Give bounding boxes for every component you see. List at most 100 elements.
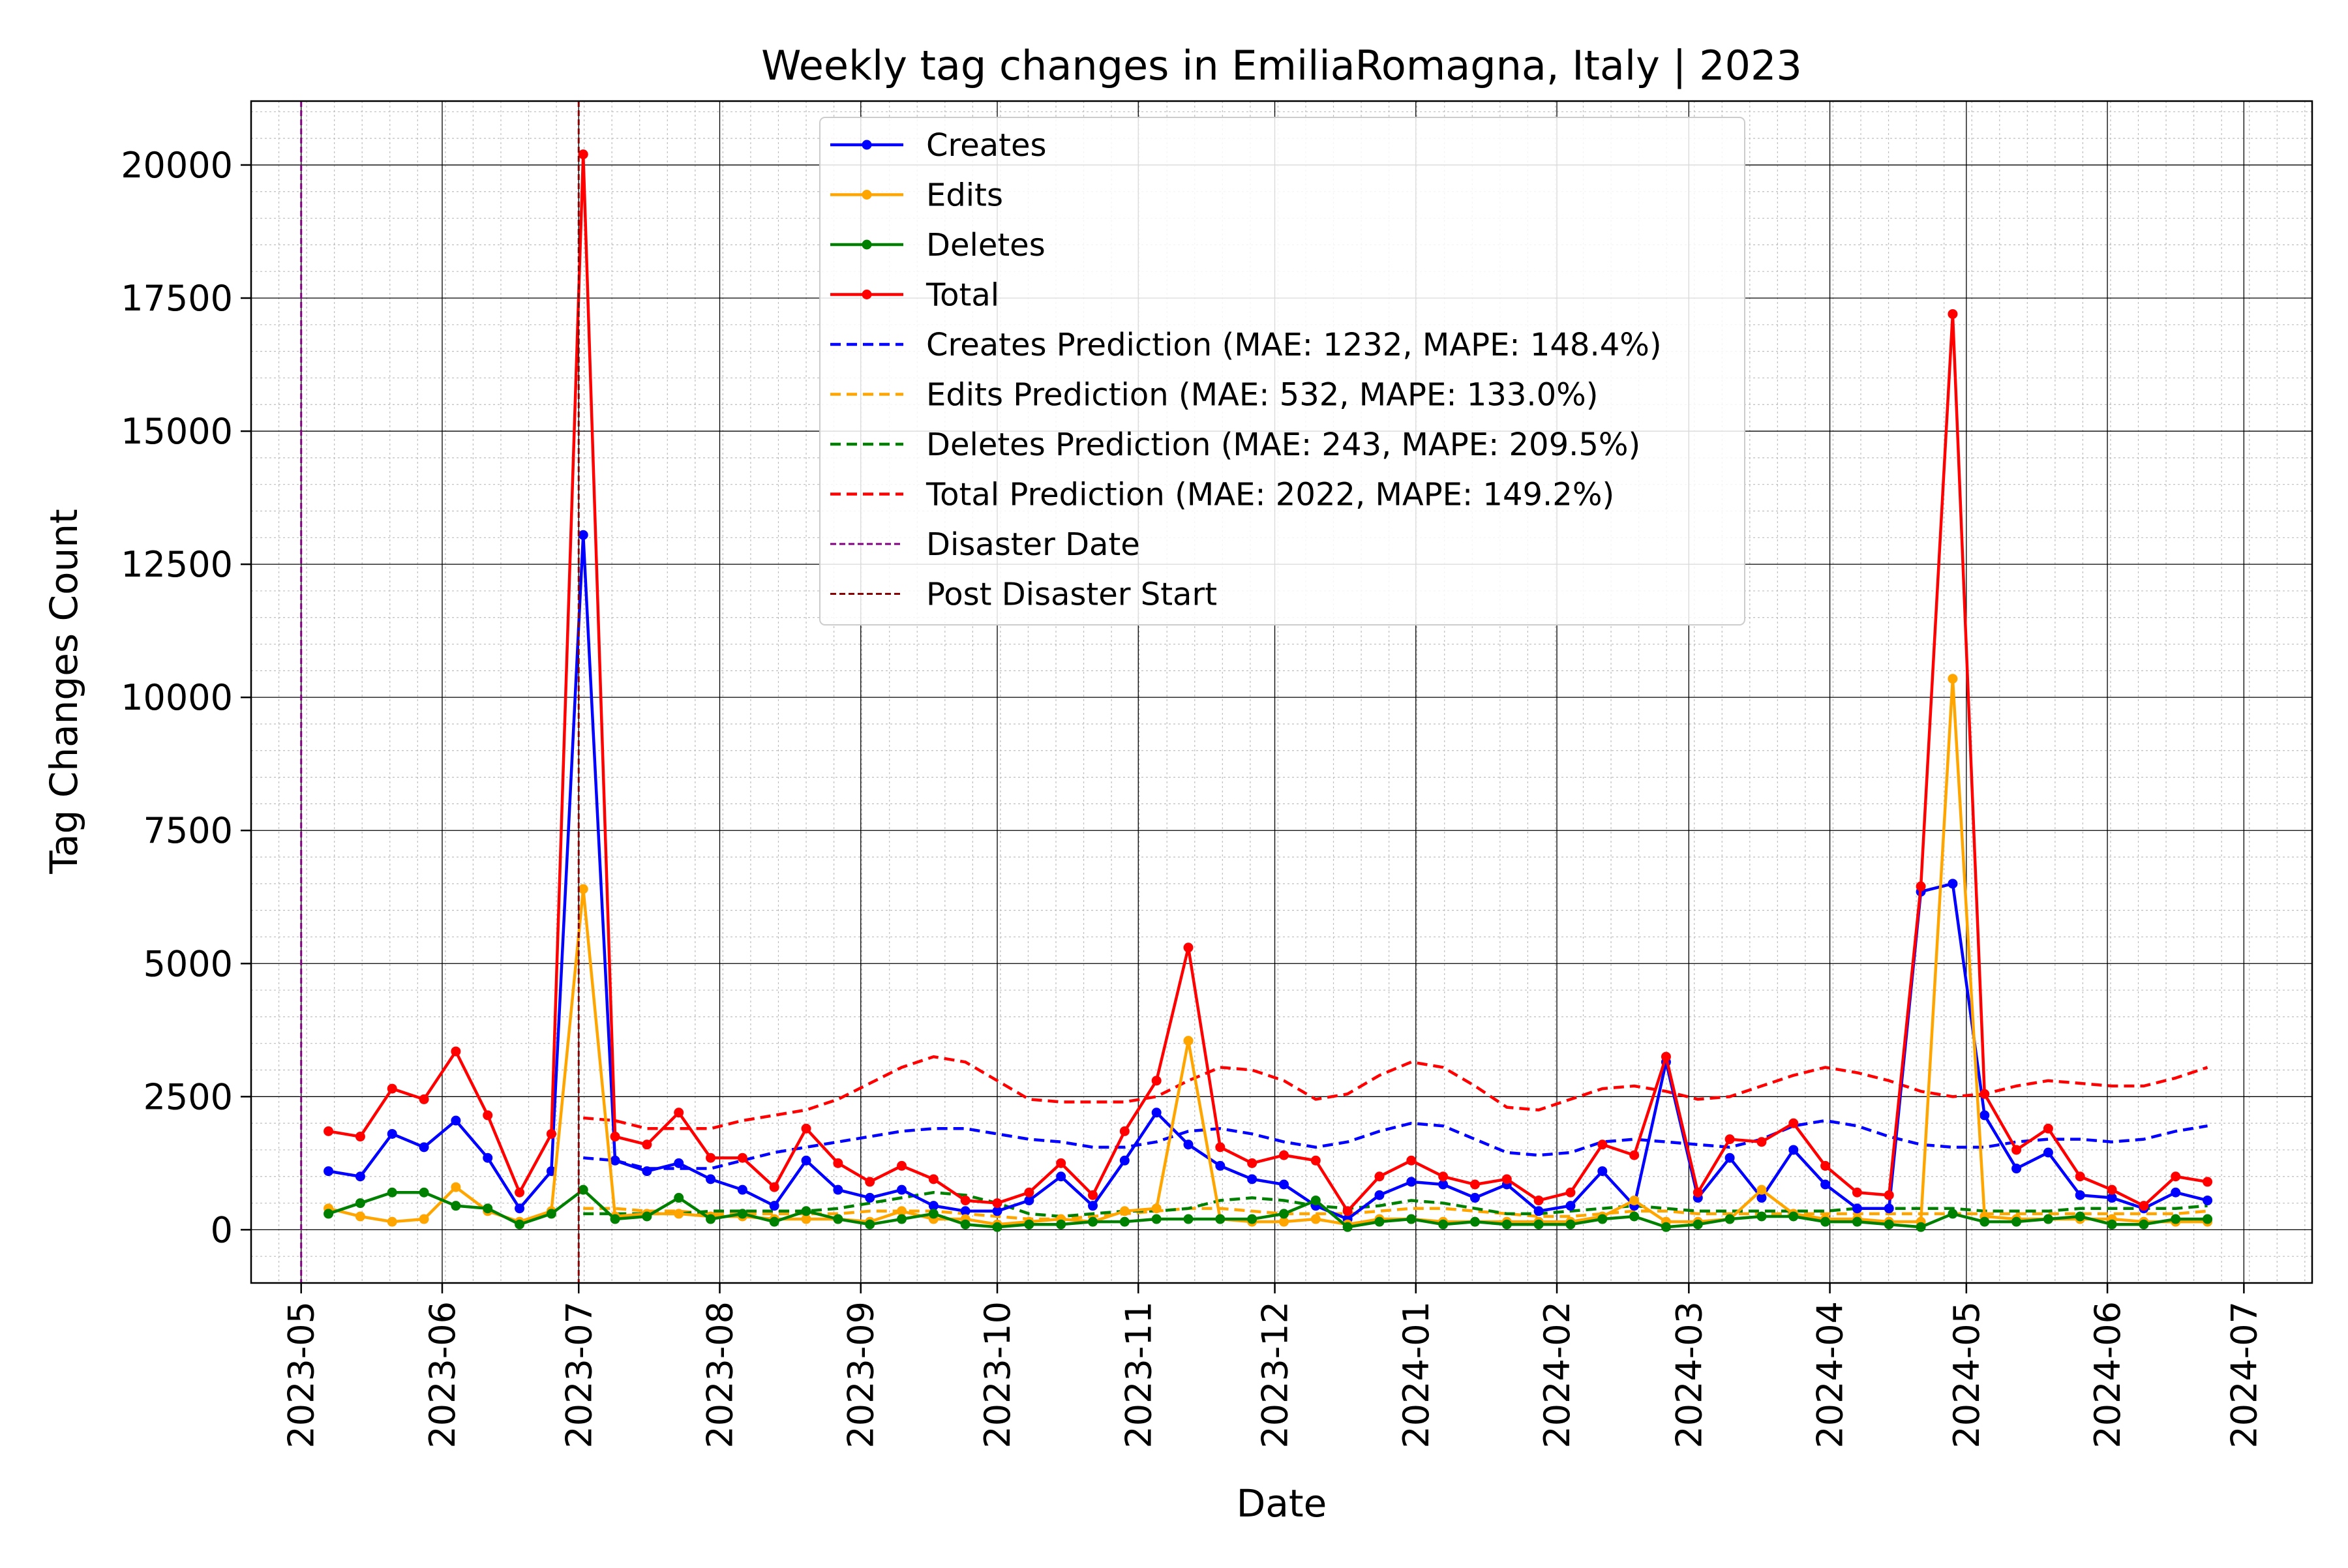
creates-point — [2043, 1147, 2053, 1158]
total-point — [1310, 1155, 1321, 1166]
deletes-point — [1151, 1214, 1162, 1224]
deletes-point — [1565, 1219, 1576, 1229]
edits-point — [1119, 1206, 1130, 1216]
total-point — [2075, 1171, 2085, 1182]
edits-point — [1756, 1184, 1767, 1195]
creates-point — [1597, 1166, 1608, 1177]
deletes-point — [1056, 1219, 1066, 1229]
total-point — [451, 1046, 461, 1057]
edits-point — [1310, 1214, 1321, 1224]
legend-box — [819, 117, 1745, 626]
legend-item: Total Prediction (MAE: 2022, MAPE: 149.2… — [830, 477, 1614, 513]
total-point — [865, 1177, 875, 1187]
x-tick-label: 2024-05 — [1946, 1301, 1987, 1449]
deletes-point — [1788, 1211, 1799, 1222]
total-point — [324, 1126, 334, 1136]
deletes-point — [1469, 1216, 1480, 1227]
legend-item: Edits — [830, 177, 1003, 214]
creates-point — [960, 1206, 971, 1216]
total-point — [960, 1195, 971, 1205]
edits-point — [1629, 1195, 1640, 1205]
x-axis-label: Date — [1237, 1481, 1327, 1526]
creates-point — [483, 1153, 493, 1163]
deletes-point — [1948, 1209, 1958, 1219]
total-point — [1916, 881, 1926, 892]
total-point — [2171, 1171, 2181, 1182]
legend-label: Deletes — [926, 227, 1046, 264]
total-point — [419, 1094, 429, 1104]
total-series — [324, 149, 2213, 1216]
deletes-point — [1374, 1216, 1385, 1227]
deletes-point — [1278, 1209, 1289, 1219]
total-point — [515, 1187, 525, 1198]
total-point — [1756, 1137, 1767, 1147]
total-point — [801, 1123, 811, 1134]
creates-point — [1215, 1160, 1226, 1171]
total-point — [1565, 1187, 1576, 1198]
edits-point — [674, 1209, 684, 1219]
edits-prediction-series — [583, 1207, 2208, 1221]
creates-point — [387, 1128, 397, 1139]
creates-point — [928, 1201, 939, 1211]
edits-point — [801, 1214, 811, 1224]
deletes-point — [833, 1214, 843, 1224]
legend-marker — [862, 290, 872, 299]
deletes-point — [2043, 1214, 2053, 1224]
creates-point — [1438, 1179, 1449, 1190]
total-point — [1533, 1195, 1544, 1205]
deletes-point — [1438, 1219, 1449, 1229]
legend-marker — [862, 140, 872, 150]
x-tick-label: 2023-11 — [1118, 1301, 1159, 1449]
deletes-point — [1852, 1216, 1862, 1227]
total-point — [737, 1153, 747, 1163]
creates-point — [515, 1203, 525, 1214]
edits-prediction-line — [583, 1207, 2208, 1221]
total-point — [1151, 1076, 1162, 1086]
creates-point — [451, 1115, 461, 1126]
deletes-point — [1310, 1195, 1321, 1205]
total-point — [1438, 1171, 1449, 1182]
deletes-point — [1024, 1219, 1034, 1229]
creates-point — [1183, 1139, 1194, 1150]
plot-frame — [250, 100, 2313, 1284]
creates-point — [897, 1184, 907, 1195]
legend-item: Deletes — [830, 227, 1046, 264]
creates-point — [865, 1192, 875, 1203]
legend-marker — [862, 239, 872, 250]
deletes-point — [992, 1222, 1002, 1232]
deletes-point — [706, 1214, 716, 1224]
deletes-point — [1119, 1216, 1130, 1227]
creates-point — [1820, 1179, 1831, 1190]
y-tick-label: 12500 — [121, 544, 233, 585]
legend-marker — [862, 190, 872, 200]
total-point — [1056, 1158, 1066, 1168]
total-point — [483, 1110, 493, 1121]
deletes-prediction-line — [583, 1190, 2208, 1218]
deletes-point — [2171, 1214, 2181, 1224]
total-point — [674, 1108, 684, 1118]
deletes-point — [674, 1192, 684, 1203]
edits-point — [1948, 674, 1958, 684]
creates-point — [2075, 1190, 2085, 1200]
legend-item: Edits Prediction (MAE: 532, MAPE: 133.0%… — [830, 377, 1599, 414]
edits-point — [578, 884, 588, 894]
x-tick-label: 2024-04 — [1810, 1301, 1851, 1449]
creates-point — [1565, 1201, 1576, 1211]
deletes-point — [1088, 1216, 1098, 1227]
deletes-point — [928, 1209, 939, 1219]
deletes-point — [1215, 1214, 1226, 1224]
edits-line — [328, 677, 2208, 1226]
deletes-point — [1724, 1214, 1735, 1224]
creates-point — [610, 1155, 620, 1166]
legend: Creates Edits Deletes Total Creates Predicti… — [819, 117, 1745, 626]
creates-point — [1406, 1177, 1417, 1187]
deletes-point — [865, 1219, 875, 1229]
creates-point — [2171, 1187, 2181, 1198]
chart-title: Weekly tag changes in EmiliaRomagna, Ita… — [761, 42, 1802, 90]
total-point — [769, 1182, 779, 1192]
deletes-point — [2011, 1216, 2022, 1227]
deletes-point — [1884, 1219, 1894, 1229]
total-point — [1406, 1155, 1417, 1166]
total-point — [1088, 1190, 1098, 1200]
creates-point — [1724, 1153, 1735, 1163]
